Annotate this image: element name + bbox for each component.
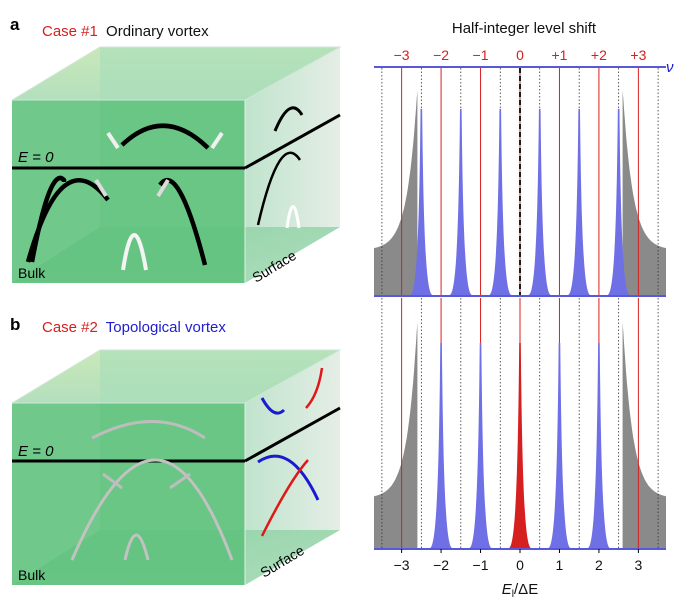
panel-a-letter: a	[10, 15, 20, 34]
plot-b	[374, 298, 666, 548]
bulk-band-fade-left	[94, 178, 108, 198]
top-tick-labels: −3 −2 −1 0 +1 +2 +3	[394, 47, 647, 63]
blue-peak-2	[548, 343, 571, 548]
surface-b-blue-upper	[260, 397, 286, 415]
gray-continuum-right	[622, 323, 666, 548]
panel-b-case-desc: Topological vortex	[106, 319, 227, 336]
bulk-band-tail-left	[106, 131, 120, 150]
panel-a-title: Case #1 Ordinary vortex	[42, 23, 209, 40]
bottom-tick-label-2: −1	[473, 557, 489, 573]
bottom-tick-label-1: −2	[433, 557, 449, 573]
surface-band-lower	[256, 151, 302, 226]
blue-peak-5	[607, 108, 630, 295]
bulk-b-band-inner	[123, 533, 150, 561]
surface-band-inner	[285, 205, 301, 229]
panel-b-letter: b	[10, 315, 20, 334]
gray-continuum-left	[374, 90, 418, 295]
panel-a-bulk-label: Bulk	[18, 265, 46, 281]
panel-b-case-label: Case #2	[42, 319, 98, 336]
panel-a-box: a Case #1 Ordinary vortex E = 0	[10, 15, 342, 286]
bulk-band-lower-b	[158, 178, 208, 266]
bottom-tick-labels: −3 −2 −1 0 1 2 3	[394, 549, 642, 573]
bulk-band-tail-right	[210, 131, 224, 150]
x-axis-label-rest: /ΔE	[514, 581, 538, 598]
plot-a	[374, 68, 666, 295]
bulk-b-band-upper	[91, 420, 206, 440]
surface-band-upper	[273, 106, 304, 132]
blue-peak-4	[568, 108, 591, 295]
top-tick-label-6: +3	[630, 47, 646, 63]
e-zero-line-side	[244, 113, 341, 170]
spectra-title: Half-integer level shift	[452, 20, 597, 37]
bottom-tick-label-4: 1	[556, 557, 564, 573]
bulk-band-upper	[120, 123, 210, 150]
x-axis-label-main: E	[502, 581, 513, 598]
bottom-tick-label-3: 0	[516, 557, 524, 573]
blue-peak-0	[410, 108, 433, 295]
surface-b-red-cross	[260, 459, 309, 537]
bulk-band-inner	[121, 233, 148, 271]
cube-front-face	[12, 100, 245, 283]
cube-side-face	[245, 47, 340, 283]
blue-peak-1	[449, 108, 472, 295]
top-tick-label-3: 0	[516, 47, 524, 63]
top-tick-label-0: −3	[394, 47, 410, 63]
gray-continuum-left	[374, 323, 418, 548]
panel-a-e-zero-label: E = 0	[18, 149, 54, 166]
blue-peak-1	[469, 343, 492, 548]
panel-b-title: Case #2 Topological vortex	[42, 319, 226, 336]
surface-b-red-upper	[305, 367, 324, 409]
surface-b-blue-cross	[257, 454, 320, 501]
spectra-panel: Half-integer level shift −3 −2 −1 0 +1 +2 +3 ν…	[374, 20, 674, 599]
blue-peak-3	[528, 108, 551, 295]
bulk-b-band-main	[70, 458, 234, 561]
bottom-tick-label-0: −3	[394, 557, 410, 573]
blue-peak-0	[430, 343, 453, 548]
bulk-band-lower-a	[25, 178, 110, 263]
panel-b-box: b Case #2 Topological vortex E = 0 Bulk …	[10, 315, 342, 585]
nu-label: ν	[666, 59, 674, 76]
panel-b-bulk-label: Bulk	[18, 567, 46, 583]
panel-a-case-desc: Ordinary vortex	[106, 23, 209, 40]
panel-b-e-zero-label: E = 0	[18, 443, 54, 460]
top-tick-label-1: −2	[433, 47, 449, 63]
x-axis-label-sub: l	[512, 589, 514, 599]
gray-continuum-right	[622, 90, 666, 295]
blue-peak-2	[489, 108, 512, 295]
top-tick-label-2: −1	[473, 47, 489, 63]
top-tick-label-5: +2	[591, 47, 607, 63]
bottom-tick-label-5: 2	[595, 557, 603, 573]
bulk-band-fade-right	[156, 178, 170, 198]
cube-edges-top	[11, 46, 342, 101]
red-peak-0	[509, 343, 531, 548]
x-axis-label: El/ΔE	[502, 581, 538, 599]
blue-peak-3	[587, 343, 610, 548]
top-tick-label-4: +1	[551, 47, 567, 63]
panel-a-case-label: Case #1	[42, 23, 98, 40]
cube-b-front-face	[12, 403, 245, 585]
bottom-tick-label-6: 3	[634, 557, 642, 573]
e-zero-line-b-side	[244, 406, 341, 463]
